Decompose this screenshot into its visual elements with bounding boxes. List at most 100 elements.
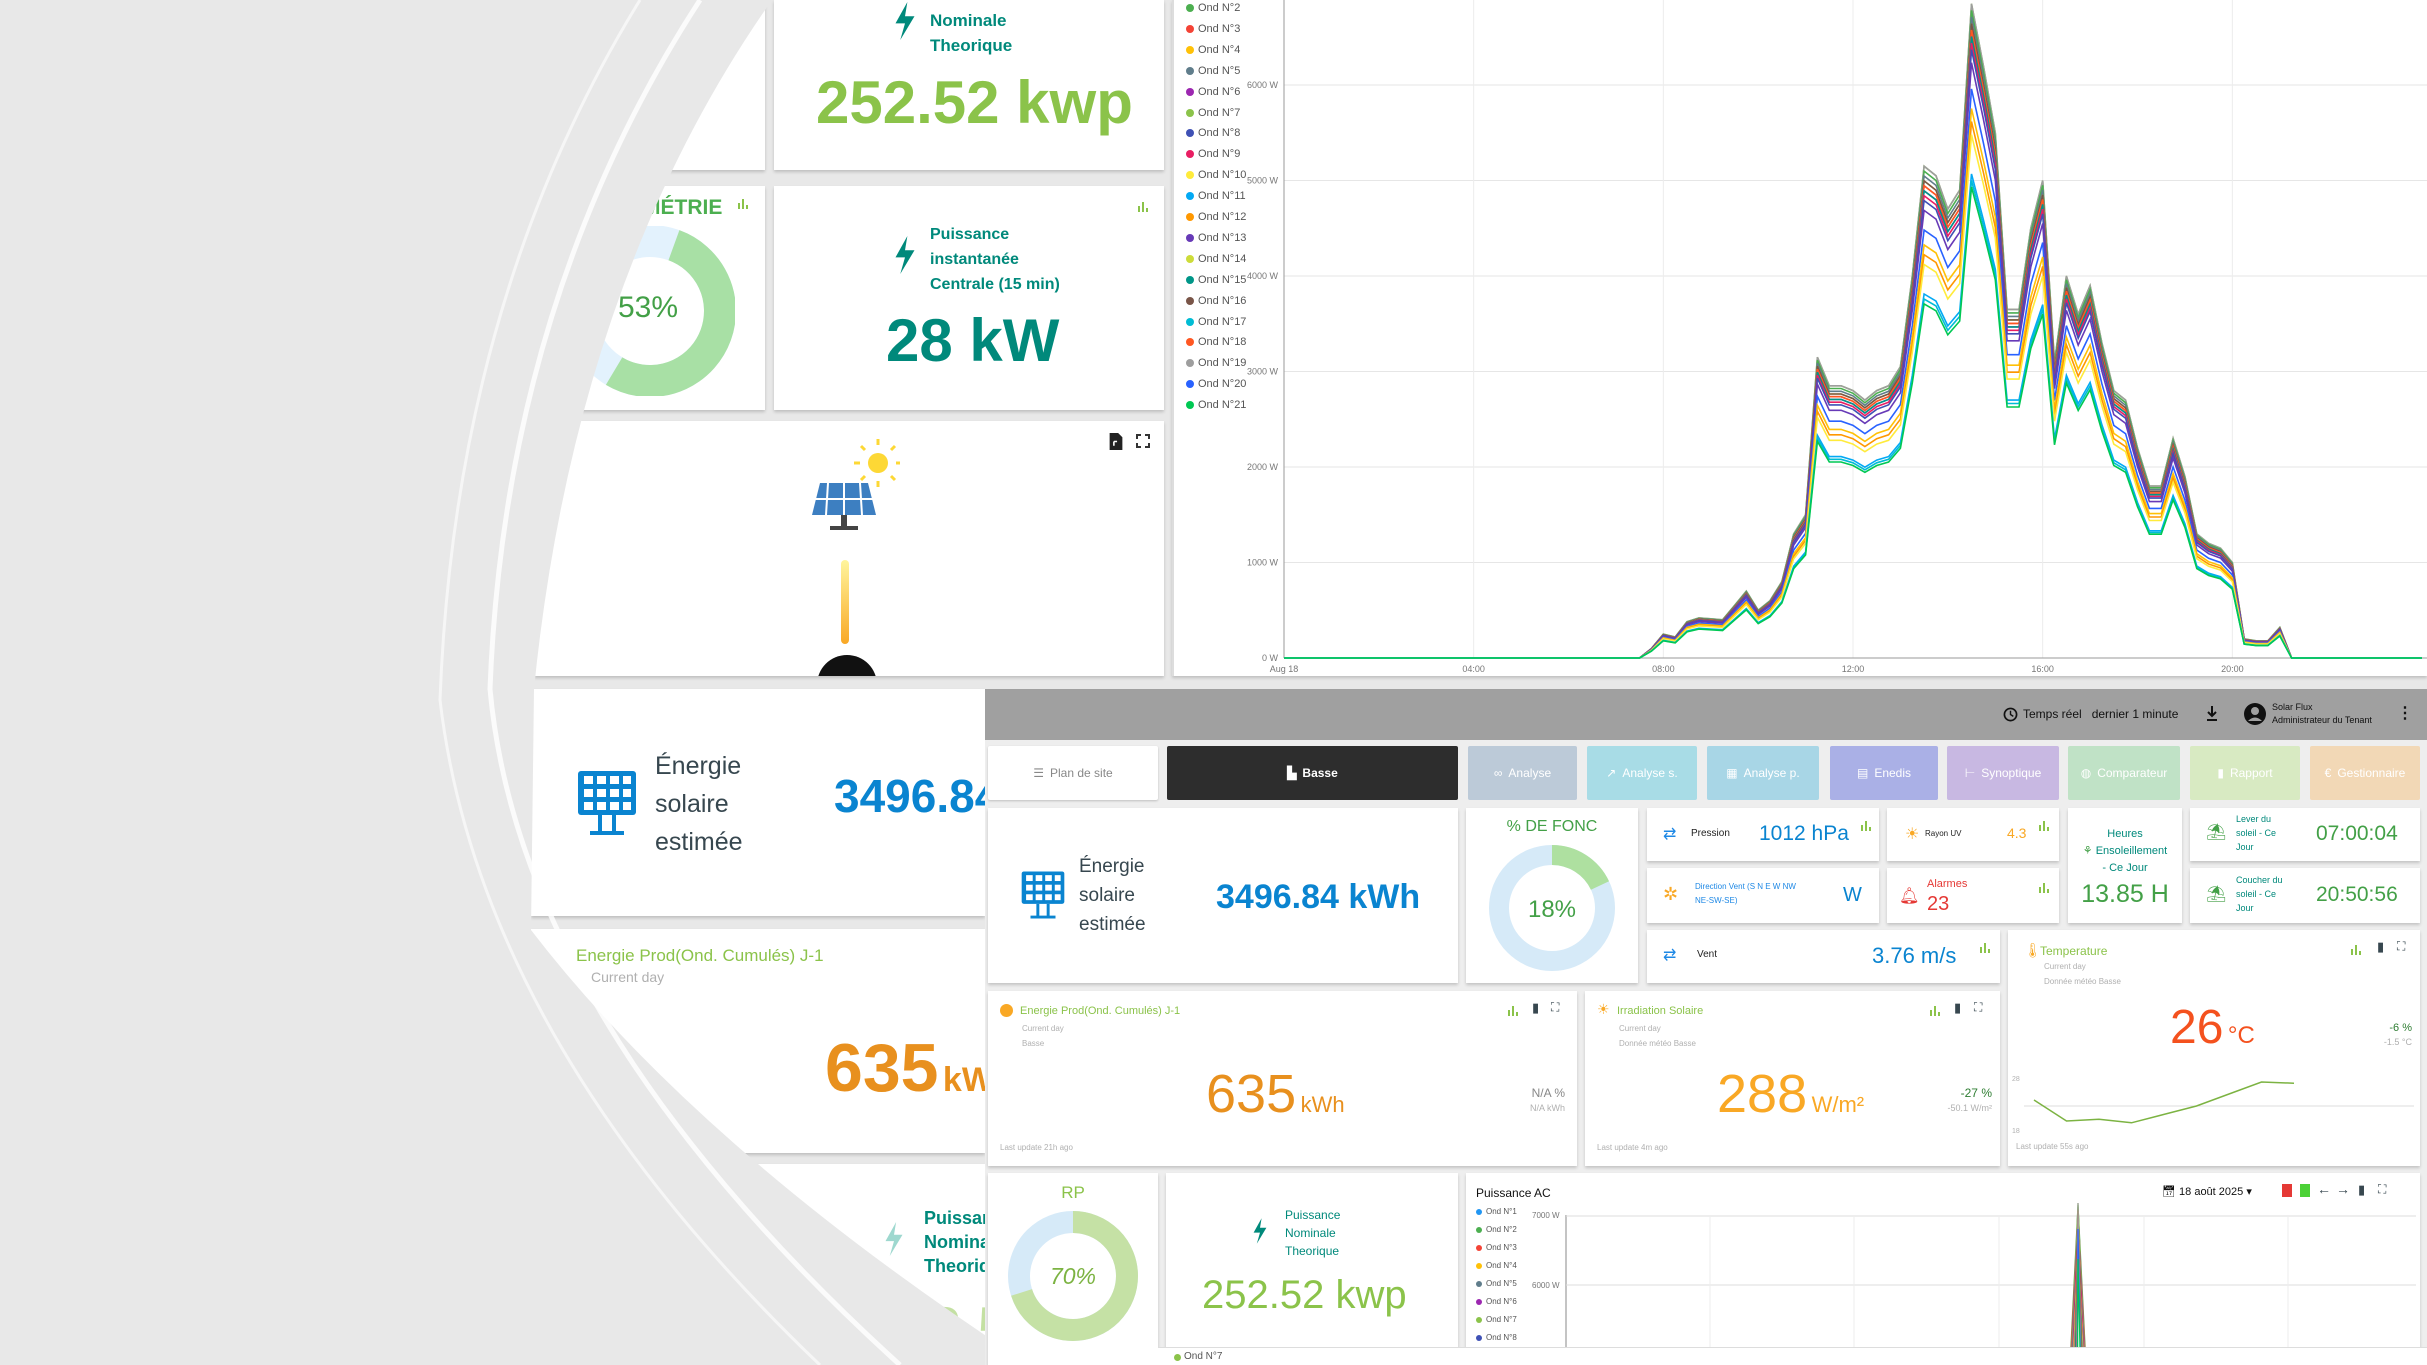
tab-basse[interactable]: ▙ Basse (1167, 746, 1458, 800)
legend-item[interactable]: Ond N°3 (1186, 23, 1240, 35)
legend-item[interactable]: Ond N°17 (1186, 316, 1246, 328)
chart-bars-icon[interactable] (1980, 943, 1990, 953)
pressure-card[interactable]: ⇄ Pression 1012 hPa (1647, 808, 1879, 861)
legend-item[interactable]: Ond N°2 (1186, 2, 1240, 14)
uv-card[interactable]: ☀ Rayon UV 4.3 (1887, 808, 2059, 861)
energy-flow-bar (841, 560, 849, 644)
file-icon[interactable]: ▮ (2358, 1182, 2366, 1197)
ac-legend-item[interactable]: Ond N°7 (1476, 1315, 1517, 1324)
legend-item[interactable]: Ond N°9 (1186, 148, 1240, 160)
date-picker[interactable]: 📅︎ 18 août 2025 ▾ (2162, 1186, 2252, 1198)
download-icon[interactable] (2206, 706, 2218, 722)
legend-item[interactable]: Ond N°16 (1186, 295, 1246, 307)
legend-label: Ond N°5 (1486, 1279, 1517, 1288)
arrow-right-icon[interactable]: → (2336, 1181, 2350, 1197)
chart-bars-icon[interactable] (1930, 1006, 1940, 1016)
legend-dot (1476, 1334, 1482, 1341)
ac-legend-item[interactable]: Ond N°4 (1476, 1261, 1517, 1270)
legend-item[interactable]: Ond N°15 (1186, 274, 1246, 286)
chart-bars-icon[interactable] (2039, 883, 2049, 893)
legend-item[interactable]: Ond N°8 (1186, 127, 1240, 139)
zoom-nominal-line1: Puissance (924, 1208, 985, 1228)
legend-item[interactable]: Ond N°20 (1186, 378, 1246, 390)
temperature-value: 26 (2170, 1001, 2224, 1054)
expand-icon[interactable]: ⛶ (1551, 1000, 1560, 1014)
file-icon[interactable]: ▮ (2377, 939, 2385, 954)
wind-dir-value: W (1843, 884, 1862, 906)
excel-export-icon[interactable] (2300, 1184, 2310, 1197)
series-line-Ond N°20 (1284, 88, 2422, 659)
chart-bars-icon[interactable] (738, 199, 748, 209)
tab-gestionnaire[interactable]: € Gestionnaire (2310, 746, 2420, 800)
irradiation-title: Irradiation Solaire (1617, 1005, 1704, 1017)
pdf-export-icon[interactable] (2282, 1184, 2292, 1197)
legend-dot (1186, 150, 1194, 159)
tab-enedis[interactable]: ▤ Enedis (1830, 746, 1938, 800)
realtime-window: dernier 1 minute (2091, 707, 2179, 721)
chart-bars-icon[interactable] (1861, 821, 1871, 831)
instant-label-line1: Puissance (930, 226, 1010, 243)
tab-synoptique[interactable]: ⊢ Synoptique (1947, 746, 2059, 800)
power-circle-icon (1000, 1004, 1013, 1017)
legend-item[interactable]: Ond N°19 (1186, 357, 1246, 369)
legend-item[interactable]: Ond N°12 (1186, 211, 1246, 223)
legend-item[interactable]: Ond N°21 (1186, 399, 1246, 411)
tab-label: Basse (1302, 766, 1338, 780)
legend-item[interactable]: Ond N°4 (1186, 44, 1240, 56)
chart-bars-icon[interactable] (1138, 202, 1148, 212)
tab-analyse[interactable]: ∞ Analyse (1468, 746, 1577, 800)
tab-analyse-p[interactable]: ▦ Analyse p. (1707, 746, 1819, 800)
file-icon[interactable] (1109, 433, 1123, 450)
instant-value: 28 kW (886, 307, 1060, 374)
tab-comparateur[interactable]: ◍ Comparateur (2068, 746, 2180, 800)
legend-dot (1186, 129, 1194, 138)
tab-plan-de-site[interactable]: ☰ Plan de site (988, 746, 1158, 800)
legend-item[interactable]: Ond N°6 (1186, 86, 1240, 98)
file-icon[interactable]: ▮ (1532, 1000, 1540, 1015)
kebab-menu-icon[interactable]: ⋮ (2397, 705, 2413, 722)
ac-legend-item[interactable]: Ond N°2 (1476, 1225, 1517, 1234)
sunhours-line3: - Ce Jour (2102, 862, 2148, 874)
legend-label: Ond N°21 (1198, 399, 1247, 412)
ac-legend-item[interactable]: Ond N°1 (1476, 1207, 1517, 1216)
rp-card: RP 70% (988, 1173, 1158, 1365)
file-icon[interactable]: ▮ (1954, 1000, 1962, 1015)
energy-line3: estimée (1079, 914, 1146, 935)
tab-rapport[interactable]: ▮ Rapport (2190, 746, 2300, 800)
pressure-value: 1012 hPa (1759, 822, 1849, 845)
avatar-icon[interactable] (2243, 702, 2267, 726)
expand-icon[interactable]: ⛶ (2397, 939, 2406, 953)
sun-icon (854, 439, 900, 487)
rp-percent: 70% (1049, 1263, 1097, 1289)
ac-legend-item[interactable]: Ond N°3 (1476, 1243, 1517, 1252)
legend-item[interactable]: Ond N°18 (1186, 336, 1246, 348)
wind-speed-card[interactable]: ⇄ Vent 3.76 m/s (1647, 930, 2000, 983)
legend-item[interactable]: Ond N°10 (1186, 169, 1246, 181)
legend-label: Ond N°7 (1198, 106, 1241, 119)
ac-legend-item[interactable]: Ond N°6 (1476, 1297, 1517, 1306)
ac-legend-item[interactable]: Ond N°5 (1476, 1279, 1517, 1288)
alarms-card[interactable]: 🔔︎ Alarmes 23 (1887, 868, 2059, 923)
chart-bars-icon[interactable] (1508, 1006, 1518, 1016)
chart-bars-icon[interactable] (2351, 945, 2361, 955)
chart-bars-icon[interactable] (2039, 821, 2049, 831)
legend-item[interactable]: Ond N°13 (1186, 232, 1246, 244)
legend-item[interactable]: Ond N°5 (1186, 65, 1240, 77)
expand-icon[interactable]: ⛶ (1974, 1000, 1983, 1014)
expand-icon[interactable]: ⛶ (2378, 1182, 2387, 1196)
legend-item[interactable]: Ond N°11 (1186, 190, 1246, 202)
energy-production-card: Energie Prod(Ond. Cumulés) J-1 Current d… (988, 991, 1577, 1166)
rp-title: RP (1061, 1183, 1085, 1202)
wind-value: 3.76 m/s (1872, 943, 1957, 968)
arrow-left-icon[interactable]: ← (2317, 1181, 2331, 1197)
realtime-selector[interactable]: Temps réel dernier 1 minute (2023, 707, 2178, 721)
zoom-nominal-power-card: Nominale Theorique 252.52 kwp (774, 0, 1164, 170)
expand-icon[interactable] (1136, 434, 1150, 448)
sunset-icon: ⛱ (2206, 886, 2227, 903)
tab-analyse-s[interactable]: ↗ Analyse s. (1587, 746, 1697, 800)
legend-label: Ond N°7 (1486, 1315, 1517, 1324)
ac-panel-title: Puissance AC (1476, 1186, 1551, 1200)
legend-item[interactable]: Ond N°7 (1186, 107, 1240, 119)
legend-item[interactable]: Ond N°14 (1186, 253, 1246, 265)
ac-legend-item[interactable]: Ond N°8 (1476, 1333, 1517, 1342)
